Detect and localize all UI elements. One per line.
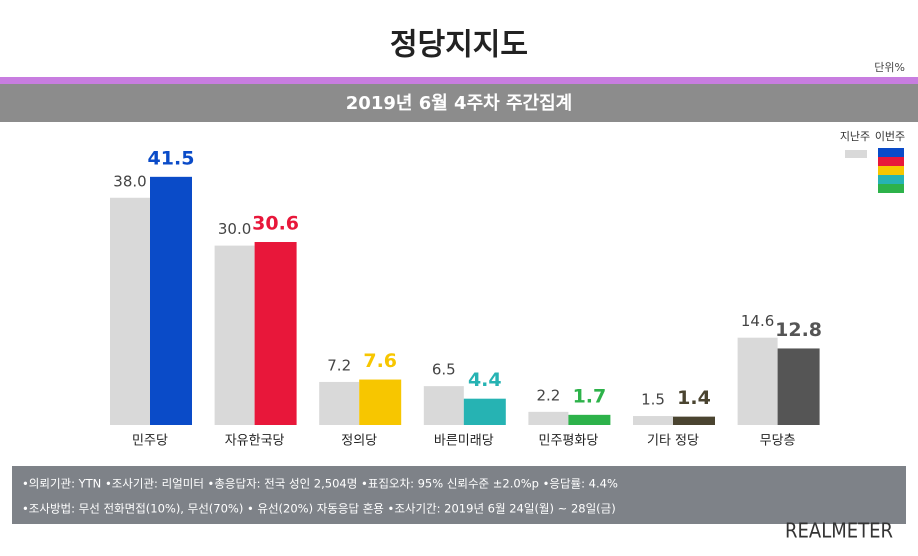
x-tick-label: 자유한국당 bbox=[225, 434, 285, 449]
value-label-this-week: 41.5 bbox=[148, 147, 195, 169]
bar-this-week bbox=[463, 398, 506, 425]
bar-this-week bbox=[359, 379, 402, 425]
value-label-this-week: 4.4 bbox=[468, 369, 502, 391]
bar-last-week bbox=[319, 381, 360, 425]
legend-swatch bbox=[878, 148, 904, 157]
legend-label: 이번주 bbox=[875, 130, 905, 143]
x-tick-label: 무당층 bbox=[760, 434, 796, 449]
value-label-last-week: 2.2 bbox=[536, 386, 560, 404]
x-tick-label: 민주당 bbox=[132, 434, 168, 449]
legend-label: 지난주 bbox=[840, 130, 870, 143]
legend-swatch bbox=[878, 184, 904, 193]
value-label-last-week: 7.2 bbox=[327, 356, 351, 374]
x-tick-label: 민주평화당 bbox=[538, 434, 598, 449]
footnote-box bbox=[12, 466, 906, 524]
value-label-last-week: 38.0 bbox=[113, 172, 146, 190]
footnote: •조사방법: 무선 전화면접(10%), 무선(70%) • 유선(20%) 자… bbox=[22, 502, 616, 516]
x-tick-label: 기타 정당 bbox=[647, 434, 699, 449]
legend-swatch bbox=[845, 150, 867, 158]
bar-last-week bbox=[737, 337, 778, 425]
bar-this-week bbox=[568, 414, 611, 425]
subtitle: 2019년 6월 4주차 주간집계 bbox=[346, 93, 572, 114]
chart-title: 정당지지도 bbox=[390, 28, 528, 63]
value-label-last-week: 30.0 bbox=[218, 220, 251, 238]
value-label-this-week: 1.4 bbox=[677, 387, 711, 409]
value-label-this-week: 1.7 bbox=[573, 385, 607, 407]
unit-label: 단위% bbox=[874, 61, 905, 74]
source-logo: REALMETER bbox=[785, 519, 893, 543]
bar-last-week bbox=[110, 197, 150, 425]
value-label-last-week: 14.6 bbox=[741, 312, 774, 330]
legend-swatch bbox=[878, 175, 904, 184]
footnote: •의뢰기관: YTN •조사기관: 리얼미터 •총응답자: 전국 성인 2,50… bbox=[22, 477, 618, 491]
legend-swatch bbox=[878, 166, 904, 175]
bar-last-week bbox=[214, 245, 255, 425]
x-tick-label: 정의당 bbox=[341, 434, 377, 449]
bar-last-week bbox=[423, 386, 464, 425]
x-tick-label: 바른미래당 bbox=[434, 434, 494, 449]
accent-bar bbox=[0, 77, 918, 84]
legend-swatch bbox=[878, 157, 904, 166]
value-label-this-week: 30.6 bbox=[252, 213, 299, 235]
bar-last-week bbox=[633, 416, 673, 425]
bar-this-week bbox=[777, 348, 820, 425]
value-label-this-week: 7.6 bbox=[363, 350, 397, 372]
bar-this-week bbox=[150, 176, 192, 425]
subtitle-banner bbox=[0, 84, 918, 122]
bar-last-week bbox=[528, 411, 569, 425]
value-label-last-week: 6.5 bbox=[432, 361, 456, 379]
bar-this-week bbox=[673, 416, 715, 425]
value-label-this-week: 12.8 bbox=[775, 319, 822, 341]
value-label-last-week: 1.5 bbox=[641, 391, 665, 409]
bar-this-week bbox=[254, 242, 297, 425]
